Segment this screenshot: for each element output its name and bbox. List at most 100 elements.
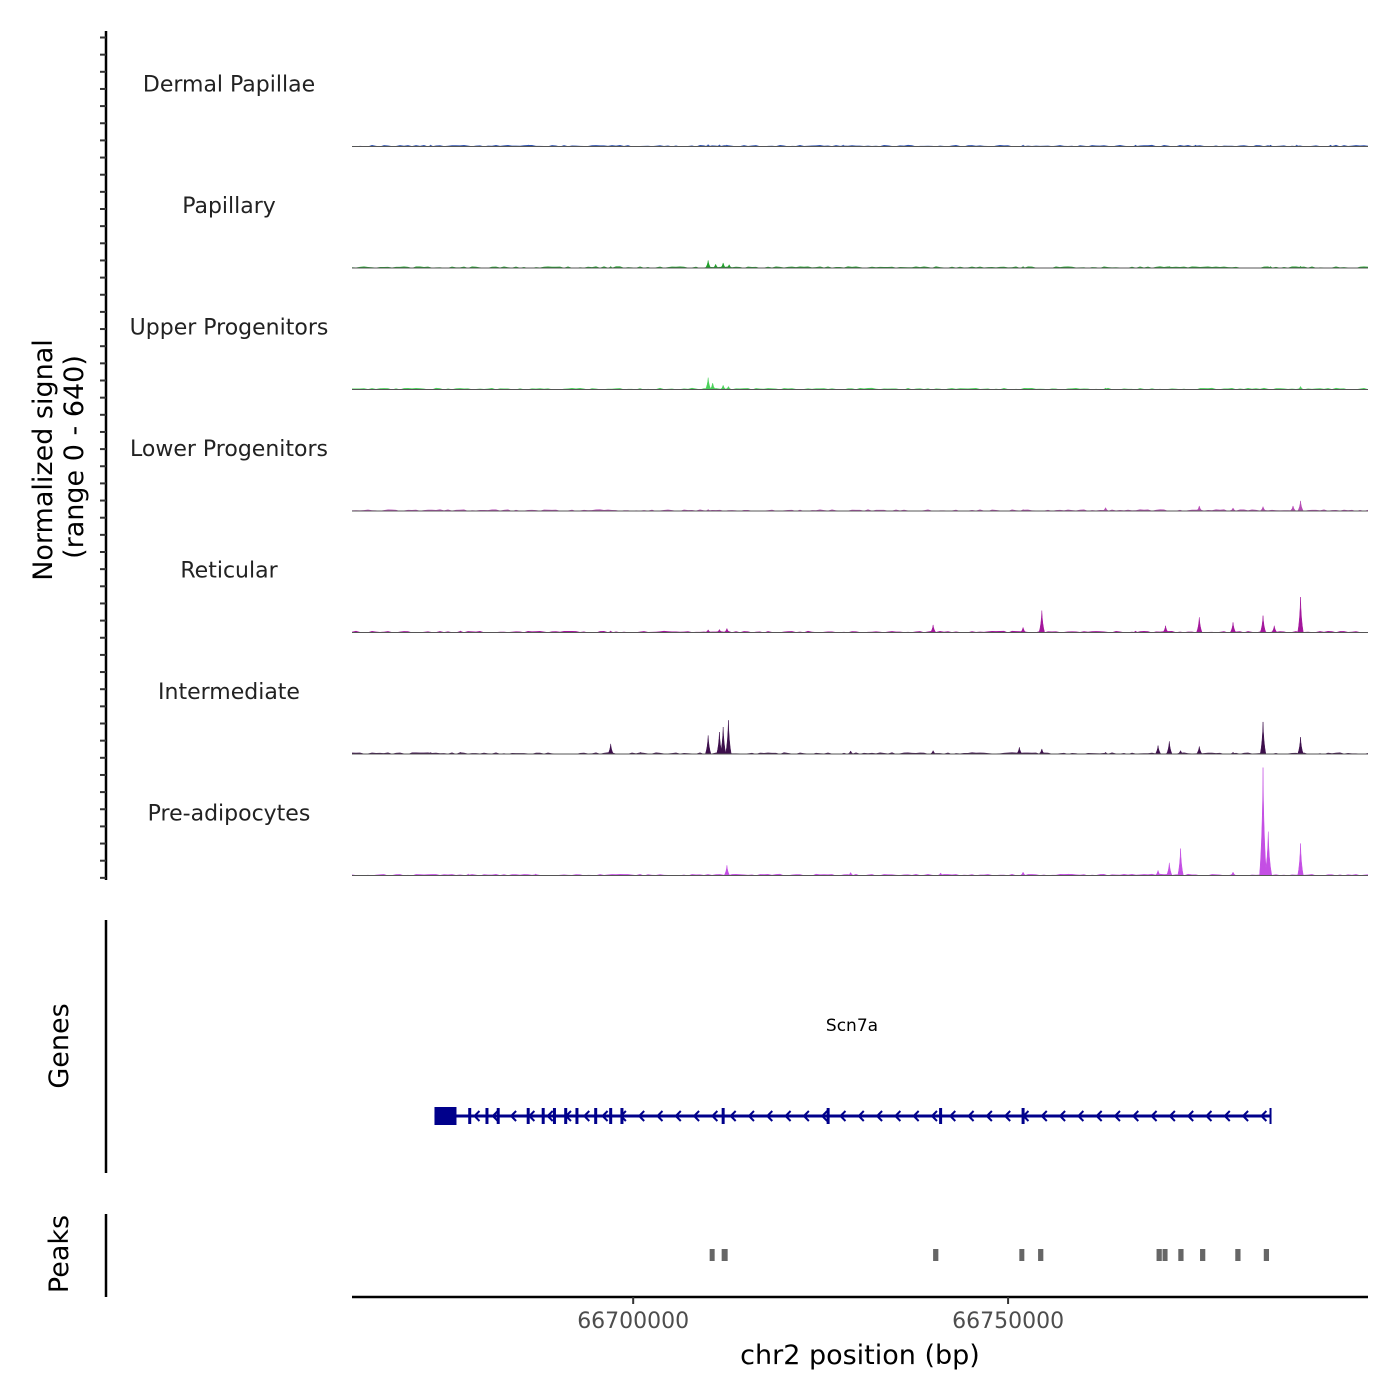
track-label: Intermediate [158, 680, 300, 705]
y-axis-title-line1: Normalized signal [28, 339, 59, 581]
strand-arrow [1022, 1110, 1030, 1122]
signal-peak [704, 260, 712, 269]
gene-exon [541, 1108, 545, 1124]
peak-region [1038, 1249, 1044, 1261]
gene-exon [496, 1108, 500, 1124]
signal-peak [1259, 721, 1267, 755]
signal-peak [1195, 505, 1203, 512]
signal-peak [1038, 610, 1045, 633]
strand-arrow [948, 1110, 956, 1122]
signal-peak [1264, 831, 1273, 876]
strand-arrow [473, 1110, 481, 1122]
strand-arrow [967, 1110, 975, 1122]
signal-peak [725, 720, 732, 755]
strand-arrow [527, 1110, 536, 1122]
signal-peak [1195, 746, 1203, 755]
signal-peak [720, 726, 727, 755]
peak-region [721, 1249, 728, 1261]
strand-arrow [1003, 1110, 1011, 1122]
strand-arrow [747, 1110, 755, 1122]
signal-peak [1177, 749, 1184, 755]
signal-peak [1038, 748, 1046, 755]
peak-region [933, 1249, 939, 1261]
peak-region [1162, 1249, 1168, 1261]
strand-arrow [784, 1110, 792, 1122]
track-lower-progenitors: Lower Progenitors [130, 437, 1368, 512]
strand-arrow [674, 1110, 682, 1122]
signal-peak [1259, 506, 1267, 512]
track-papillary: Papillary [182, 194, 1368, 269]
strand-arrow [1131, 1110, 1139, 1122]
strand-arrow [875, 1110, 883, 1122]
gene-name-label: Scn7a [826, 1016, 878, 1036]
gene-exon [594, 1108, 598, 1124]
strand-arrow [802, 1110, 810, 1122]
signal-peak [711, 264, 720, 269]
signal-peak [1289, 505, 1297, 512]
signal-peak [723, 865, 731, 876]
gene-last-exon [434, 1107, 457, 1125]
signal-peak [1297, 500, 1304, 512]
strand-arrow [1186, 1110, 1194, 1122]
strand-arrow [601, 1110, 609, 1122]
gene-exon [468, 1108, 472, 1124]
signal-peak [1259, 615, 1267, 633]
signal-peak [1166, 862, 1173, 876]
y-axis-title-line2: (range 0 - 640) [59, 355, 90, 559]
signal-peak [709, 383, 717, 390]
signal-peak [1166, 741, 1173, 755]
signal-peak [719, 385, 727, 390]
strand-arrow [1205, 1110, 1213, 1122]
signal-peak [1102, 506, 1109, 512]
strand-arrow [930, 1110, 938, 1122]
track-label: Upper Progenitors [130, 316, 329, 341]
track-label: Papillary [182, 194, 276, 219]
track-intermediate: Intermediate [158, 680, 1368, 755]
track-label: Pre-adipocytes [148, 802, 311, 827]
signal-peak [930, 749, 937, 755]
strand-arrow [1150, 1110, 1158, 1122]
strand-arrow [1095, 1110, 1103, 1122]
peak-region [709, 1249, 715, 1261]
signal-peak [1259, 767, 1267, 876]
strand-arrow [912, 1110, 920, 1122]
strand-arrow [1113, 1110, 1121, 1122]
strand-arrow [1223, 1110, 1231, 1122]
peak-region [1235, 1249, 1241, 1261]
signal-peak [1177, 848, 1184, 876]
peaks-axis-title: Peaks [44, 1215, 75, 1293]
track-dermal-papillae: Dermal Papillae [143, 73, 1368, 147]
signal-peak [1297, 737, 1304, 755]
strand-arrow [656, 1110, 664, 1122]
strand-arrow [857, 1110, 865, 1122]
track-label: Reticular [180, 559, 278, 584]
strand-arrow [1241, 1110, 1249, 1122]
signal-peak [1020, 871, 1027, 876]
strand-arrow [729, 1110, 737, 1122]
signal-peak [704, 377, 712, 390]
genes-axis-title: Genes [44, 1003, 75, 1088]
track-upper-progenitors: Upper Progenitors [130, 316, 1368, 390]
gene-exon [485, 1108, 489, 1124]
signal-peak [1019, 627, 1027, 633]
gene-exon [447, 1108, 451, 1124]
strand-arrow [893, 1110, 902, 1122]
signal-peak [1297, 843, 1304, 876]
peak-region [1178, 1249, 1184, 1261]
strand-arrow [564, 1110, 572, 1122]
gene-exon [552, 1108, 556, 1124]
x-axis-title: chr2 position (bp) [740, 1340, 980, 1371]
track-reticular: Reticular [180, 559, 1368, 633]
strand-arrow [1076, 1110, 1085, 1122]
gene-exon [939, 1108, 943, 1124]
strand-arrow [637, 1110, 645, 1122]
strand-arrow [1259, 1110, 1268, 1122]
strand-arrow [710, 1110, 719, 1122]
signal-peak [1015, 747, 1023, 755]
gene-exon [609, 1108, 613, 1124]
peak-track [709, 1249, 1270, 1261]
x-tick-label: 66700000 [577, 1309, 689, 1334]
strand-arrow [1058, 1110, 1066, 1122]
track-pre-adipocytes: Pre-adipocytes [148, 767, 1368, 876]
